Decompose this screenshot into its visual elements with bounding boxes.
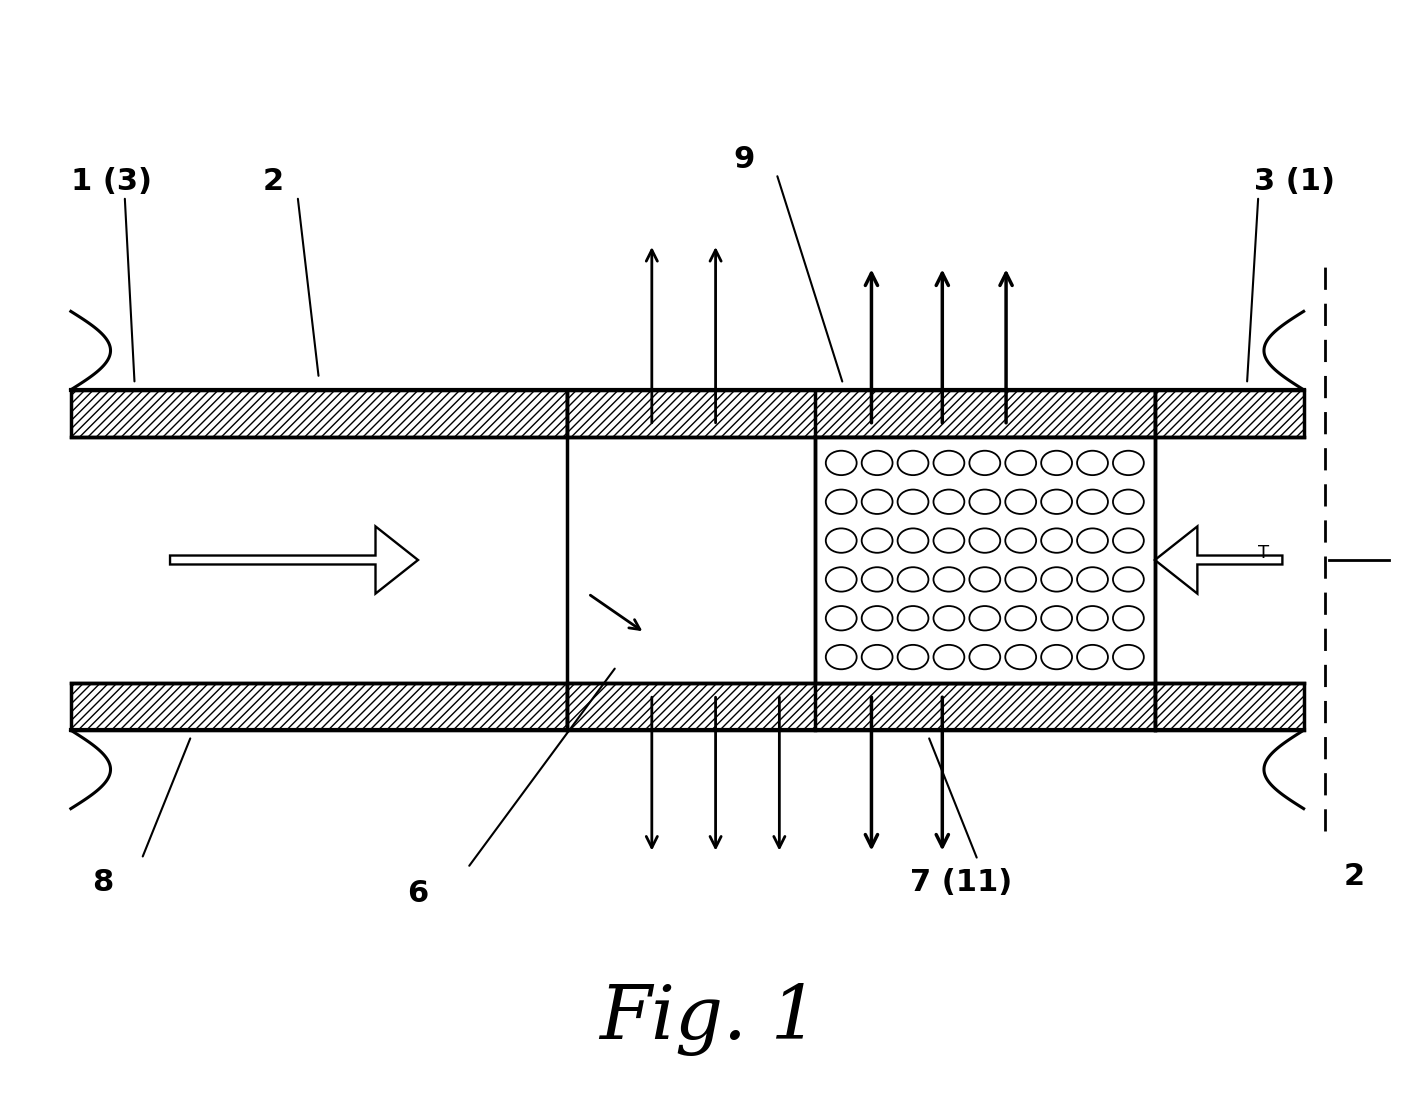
Text: 6: 6 <box>408 879 428 908</box>
Text: 2: 2 <box>1343 862 1365 892</box>
Bar <box>1155 683 1304 730</box>
Text: 2: 2 <box>262 167 283 196</box>
Bar <box>71 683 567 730</box>
Bar <box>815 437 1155 683</box>
Bar <box>567 390 1155 437</box>
Text: 7 (11): 7 (11) <box>910 868 1012 897</box>
Bar <box>1155 390 1304 437</box>
Text: 9: 9 <box>733 144 755 174</box>
Text: 3 (1): 3 (1) <box>1254 167 1335 196</box>
Bar <box>567 683 1155 730</box>
Text: Fig. 1: Fig. 1 <box>599 982 818 1056</box>
Bar <box>71 390 567 437</box>
Text: 8: 8 <box>92 868 113 897</box>
Text: T: T <box>1258 544 1270 562</box>
Text: 1 (3): 1 (3) <box>71 167 152 196</box>
